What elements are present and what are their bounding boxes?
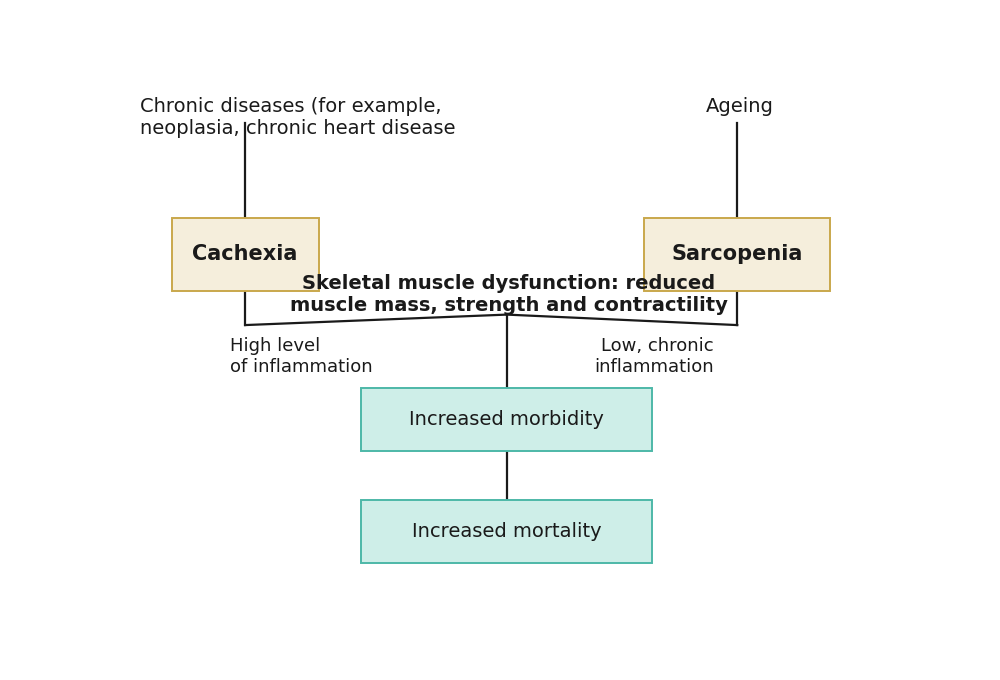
Text: High level
of inflammation: High level of inflammation (230, 337, 372, 376)
FancyBboxPatch shape (172, 218, 319, 291)
Text: Cachexia: Cachexia (192, 244, 298, 265)
Text: Increased morbidity: Increased morbidity (409, 410, 604, 429)
Text: Skeletal muscle dysfunction: reduced
muscle mass, strength and contractility: Skeletal muscle dysfunction: reduced mus… (290, 273, 728, 315)
Text: Chronic diseases (for example,
neoplasia, chronic heart disease: Chronic diseases (for example, neoplasia… (140, 97, 456, 138)
FancyBboxPatch shape (361, 388, 652, 451)
Text: Increased mortality: Increased mortality (412, 522, 602, 541)
Text: Low, chronic
inflammation: Low, chronic inflammation (594, 337, 714, 376)
Text: Ageing: Ageing (706, 97, 774, 116)
Text: Sarcopenia: Sarcopenia (672, 244, 803, 265)
FancyBboxPatch shape (361, 500, 652, 563)
FancyBboxPatch shape (644, 218, 830, 291)
